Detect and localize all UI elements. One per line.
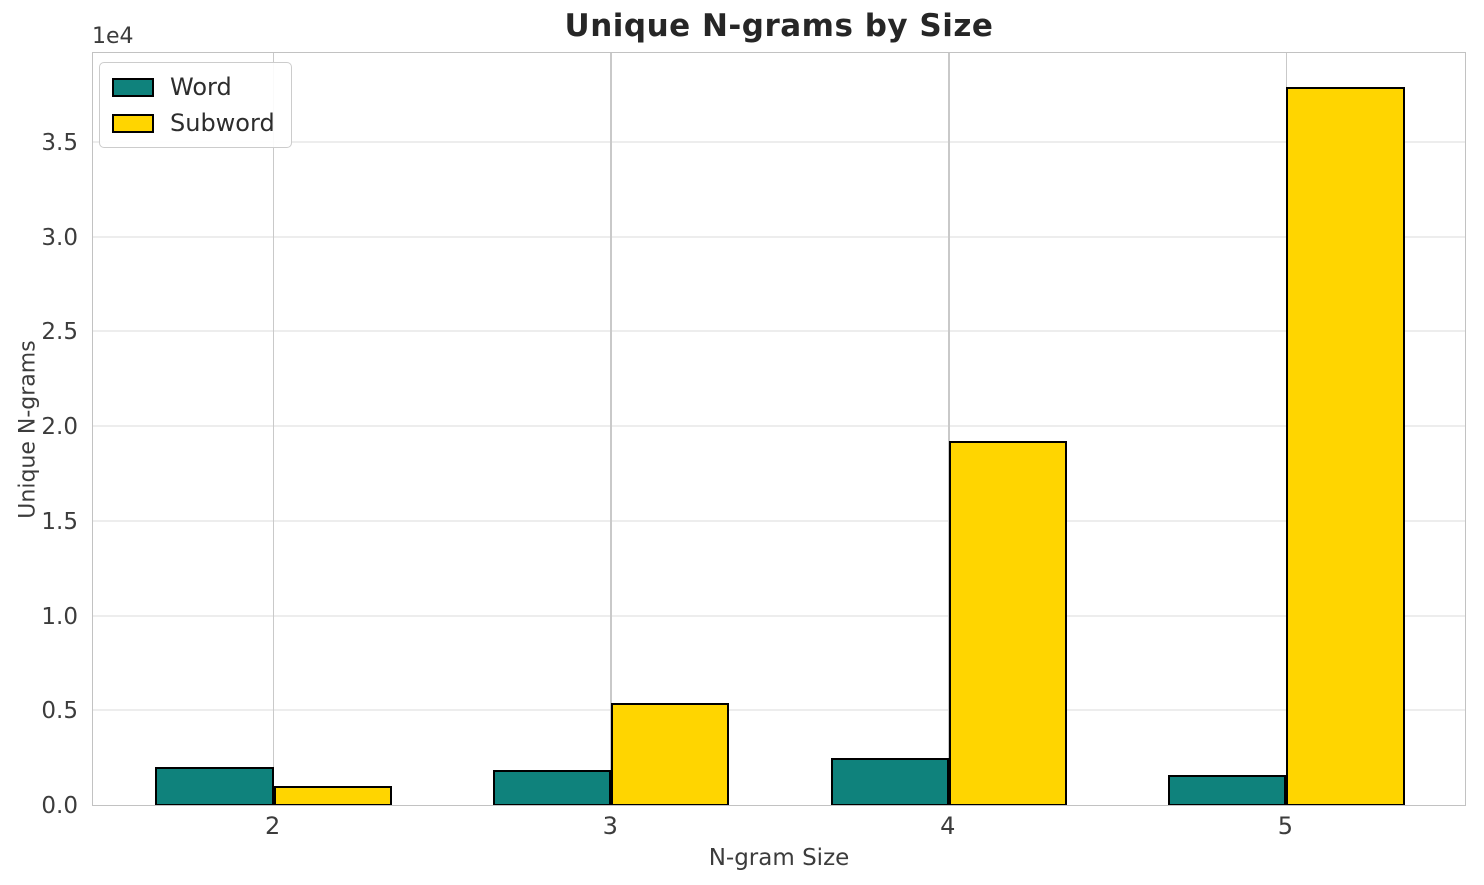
x-axis-label: N-gram Size <box>708 845 850 871</box>
bar-subword-2 <box>273 786 392 805</box>
bar-subword-4 <box>948 441 1067 805</box>
bar-word-5 <box>1168 774 1287 805</box>
legend-label: Word <box>170 73 232 101</box>
y-tick-label: 2.0 <box>41 414 78 441</box>
y-gridline <box>93 709 1465 712</box>
y-tick-label: 3.0 <box>41 224 78 251</box>
legend-swatch-subword <box>112 113 154 133</box>
y-gridline <box>93 519 1465 522</box>
bar-word-4 <box>830 757 949 805</box>
x-gridline <box>272 53 275 805</box>
bar-word-3 <box>493 769 612 805</box>
bar-subword-5 <box>1286 87 1405 805</box>
legend: Word Subword <box>99 62 292 148</box>
legend-swatch-word <box>112 77 154 97</box>
x-tick-label: 3 <box>602 812 618 840</box>
y-tick-label: 2.5 <box>41 319 78 346</box>
y-gridline <box>93 235 1465 238</box>
bar-subword-3 <box>611 702 730 805</box>
bar-word-2 <box>155 767 274 805</box>
plot-area <box>92 52 1466 806</box>
y-tick-label: 1.0 <box>41 603 78 630</box>
x-gridline <box>947 53 950 805</box>
legend-item-subword: Subword <box>112 109 275 137</box>
y-gridline <box>93 425 1465 428</box>
y-tick-label: 3.5 <box>41 129 78 156</box>
legend-label: Subword <box>170 109 275 137</box>
x-tick-label: 4 <box>940 812 956 840</box>
x-gridline <box>610 53 612 805</box>
x-tick-label: 2 <box>264 812 281 840</box>
y-gridline <box>93 614 1465 617</box>
y-gridline <box>93 140 1465 143</box>
x-tick-label: 5 <box>1277 812 1294 840</box>
y-tick-label: 0.0 <box>41 793 78 819</box>
y-gridline <box>93 330 1465 333</box>
chart-title: Unique N-grams by Size <box>564 8 994 44</box>
y-axis-offset-text: 1e4 <box>92 24 134 49</box>
y-tick-label: 0.5 <box>41 698 78 725</box>
legend-item-word: Word <box>112 73 275 101</box>
y-tick-label: 1.5 <box>41 508 78 535</box>
